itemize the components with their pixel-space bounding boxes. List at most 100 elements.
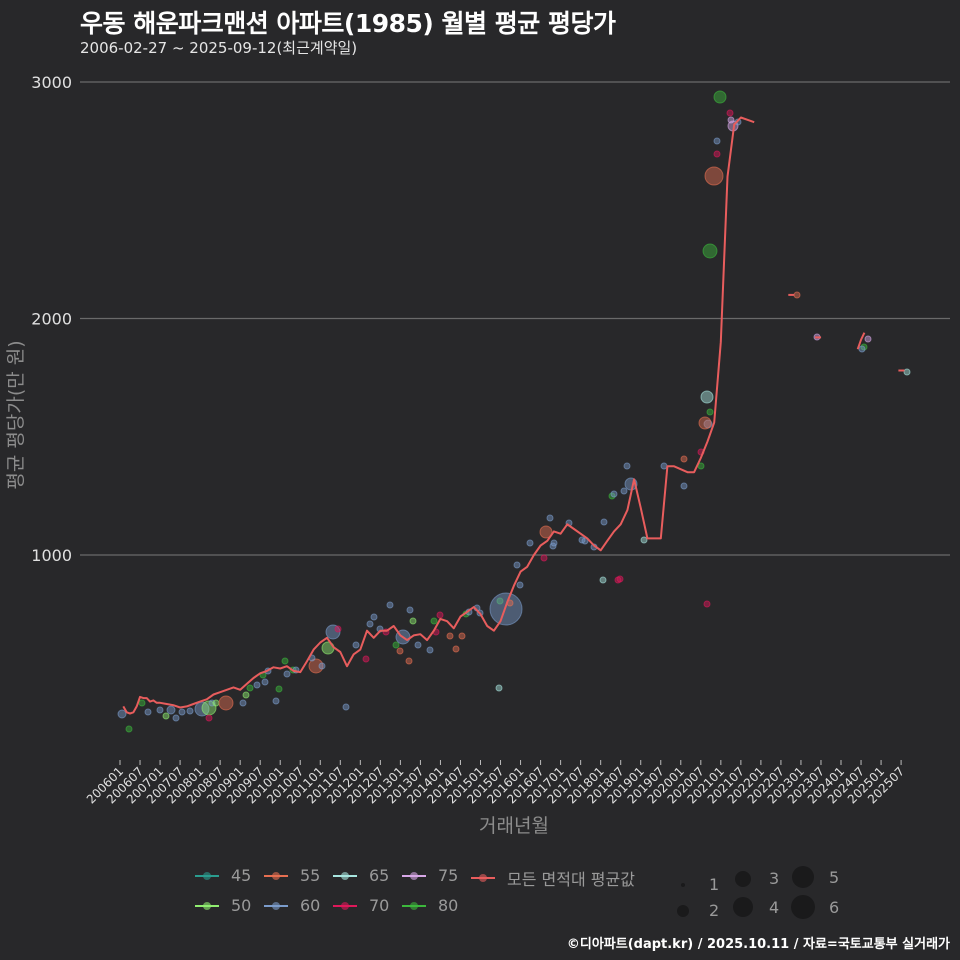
average-line-segment — [122, 116, 755, 715]
legend-item-45[interactable]: 45 — [195, 866, 251, 885]
legend-item-80[interactable]: 80 — [402, 896, 458, 915]
scatter-point — [526, 539, 534, 547]
scatter-point — [623, 462, 631, 470]
legend-swatch-icon — [471, 870, 495, 886]
scatter-point — [713, 150, 721, 158]
legend-item-55[interactable]: 55 — [264, 866, 320, 885]
scatter-point — [212, 699, 220, 707]
legend-item-65[interactable]: 65 — [333, 866, 389, 885]
size-label: 5 — [829, 867, 840, 887]
legend-item-70[interactable]: 70 — [333, 896, 389, 915]
scatter-point — [281, 657, 289, 665]
scatter-point — [599, 576, 607, 584]
size-legend-item-1: 1 — [681, 875, 719, 894]
size-legend-item-6: 6 — [791, 895, 839, 919]
size-dot-icon — [681, 882, 685, 887]
scatter-point — [246, 684, 254, 692]
scatter-point — [405, 657, 413, 665]
legend-swatch-icon — [195, 868, 219, 884]
legend-swatch-icon — [195, 898, 219, 914]
scatter-point — [858, 345, 866, 353]
y-axis-label: 평균 평당가(만 원) — [5, 340, 27, 489]
scatter-point — [166, 705, 176, 715]
scatter-points — [117, 90, 911, 733]
y-axis-ticks: 1000 2000 3000 — [31, 73, 72, 565]
legend-label: 50 — [231, 896, 252, 915]
legend-swatch-icon — [264, 868, 288, 884]
y-tick-label: 1000 — [31, 546, 72, 565]
scatter-point — [138, 699, 146, 707]
scatter-point — [205, 714, 213, 722]
size-label: 3 — [769, 869, 780, 888]
scatter-point — [283, 670, 291, 678]
legend-label: 75 — [438, 866, 459, 885]
scatter-point — [275, 685, 283, 693]
scatter-point — [660, 462, 668, 470]
legend-item-모든 면적대 평균값[interactable]: 모든 면적대 평균값 — [471, 866, 635, 890]
legend-item-50[interactable]: 50 — [195, 896, 251, 915]
scatter-point — [414, 641, 422, 649]
scatter-point — [366, 620, 374, 628]
size-legend-item-2: 2 — [677, 901, 719, 920]
legend-swatch-icon — [402, 898, 426, 914]
scatter-point — [600, 518, 608, 526]
legend-item-75[interactable]: 75 — [402, 866, 458, 885]
legend-swatch-icon — [333, 868, 357, 884]
scatter-point — [362, 655, 370, 663]
legend-label: 60 — [300, 896, 321, 915]
scatter-point — [698, 416, 712, 430]
scatter-point — [162, 712, 170, 720]
scatter-point — [496, 597, 504, 605]
legend-item-60[interactable]: 60 — [264, 896, 320, 915]
scatter-point — [458, 632, 466, 640]
scatter-point — [186, 707, 194, 715]
scatter-point — [793, 291, 801, 299]
scatter-point — [430, 617, 438, 625]
legend-swatch-icon — [264, 898, 288, 914]
scatter-point — [242, 691, 250, 699]
scatter-point — [680, 482, 688, 490]
scatter-point — [495, 684, 503, 692]
scatter-point — [516, 581, 524, 589]
legend-label: 45 — [231, 866, 252, 885]
scatter-point — [386, 601, 394, 609]
scatter-point — [125, 725, 133, 733]
scatter-point — [513, 561, 521, 569]
scatter-point — [703, 600, 711, 608]
size-dot-icon — [735, 870, 751, 887]
scatter-point — [426, 646, 434, 654]
gridlines — [80, 81, 950, 556]
scatter-point — [540, 554, 548, 562]
scatter-point — [489, 592, 523, 626]
scatter-point — [308, 658, 324, 674]
size-label: 6 — [829, 897, 840, 917]
size-dot-icon — [791, 895, 815, 919]
x-axis-label: 거래년월 — [479, 815, 549, 837]
chart-title: 우동 해운파크맨션 아파트(1985) 월별 평균 평당가 — [80, 9, 616, 38]
scatter-point — [325, 624, 341, 640]
scatter-point — [616, 575, 624, 583]
size-dot-icon — [677, 904, 689, 917]
scatter-point — [172, 714, 180, 722]
scatter-point — [436, 611, 444, 619]
scatter-point — [342, 703, 350, 711]
scatter-point — [218, 695, 234, 711]
average-line-segment — [856, 332, 866, 350]
scatter-point — [370, 613, 378, 621]
scatter-point — [680, 455, 688, 463]
scatter-point — [406, 606, 414, 614]
scatter-point — [156, 706, 164, 714]
scatter-point — [452, 645, 460, 653]
scatter-point — [706, 408, 714, 416]
scatter-point — [903, 368, 911, 376]
scatter-point — [409, 617, 417, 625]
y-tick-label: 2000 — [31, 310, 72, 329]
scatter-point — [726, 109, 734, 117]
scatter-point — [334, 625, 342, 633]
scatter-point — [550, 539, 558, 547]
size-dot-icon — [733, 897, 753, 917]
size-legend-item-5: 5 — [792, 866, 839, 888]
legend-swatch-icon — [402, 868, 426, 884]
